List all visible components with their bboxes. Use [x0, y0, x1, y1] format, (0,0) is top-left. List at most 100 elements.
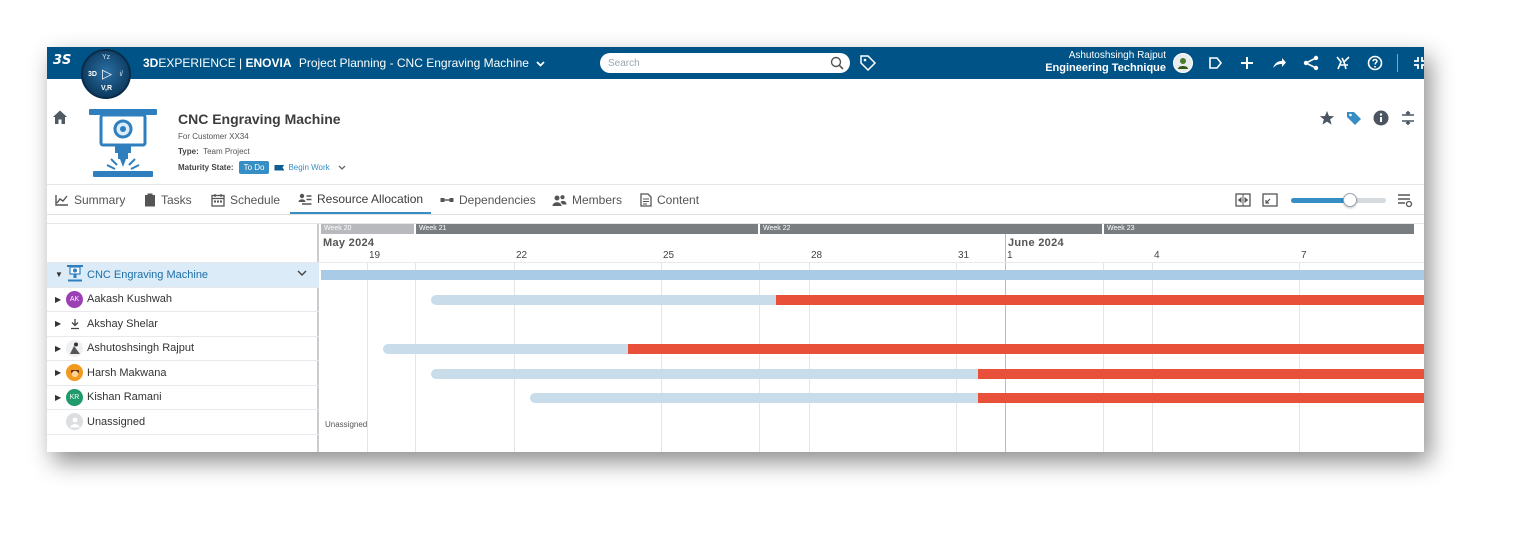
month-divider	[1005, 234, 1006, 452]
help-icon[interactable]	[1365, 53, 1385, 73]
allocation-bar[interactable]	[431, 295, 781, 305]
resource-row[interactable]: ▶ AK Aakash Kushwah	[47, 288, 319, 312]
collapse-header-icon[interactable]	[1399, 109, 1416, 126]
chevron-down-icon[interactable]	[297, 268, 307, 279]
avatar: AK	[66, 290, 83, 308]
grid-line	[956, 263, 957, 452]
cnc-machine-small-icon	[66, 264, 84, 285]
star-icon[interactable]	[1318, 109, 1335, 126]
type-value: Team Project	[203, 147, 250, 156]
resource-name: Aakash Kushwah	[87, 293, 172, 306]
list-settings-icon[interactable]	[1397, 192, 1413, 208]
project-header: CNC Engraving Machine For Customer XX34 …	[47, 101, 1424, 185]
allocation-bar[interactable]	[530, 393, 985, 403]
app-title[interactable]: Project Planning - CNC Engraving Machine	[298, 56, 529, 70]
day-label: 22	[516, 250, 528, 261]
expand-caret-icon[interactable]: ▶	[55, 294, 62, 304]
avatar: KR	[66, 388, 83, 406]
begin-work-action[interactable]: Begin Work	[274, 163, 346, 172]
clipboard-icon	[145, 193, 155, 207]
day-label: 31	[958, 250, 970, 261]
day-label: 19	[369, 250, 381, 261]
overallocation-bar[interactable]	[978, 369, 1424, 379]
tab-label: Tasks	[161, 193, 192, 207]
dassault-logo[interactable]: 3S	[53, 53, 72, 68]
allocation-bar[interactable]	[431, 369, 986, 379]
tab-members[interactable]: Members	[552, 186, 622, 214]
fit-width-icon[interactable]	[1235, 192, 1251, 208]
bookmark-tag-icon[interactable]	[1205, 53, 1225, 73]
zoom-slider[interactable]	[1291, 193, 1386, 207]
month-label: June 2024	[1008, 237, 1064, 249]
cnc-machine-icon	[87, 107, 159, 179]
resource-row[interactable]: Unassigned	[47, 410, 319, 435]
overallocation-bar[interactable]	[628, 344, 1424, 354]
user-placeholder-icon	[66, 413, 83, 431]
resource-row[interactable]: ▶ Akshay Shelar	[47, 312, 319, 337]
play-icon[interactable]: ▷	[102, 66, 112, 81]
apps-compass-icon[interactable]	[1333, 53, 1353, 73]
share-network-icon[interactable]	[1301, 53, 1321, 73]
day-label: 25	[663, 250, 675, 261]
compass-left-label: 3D	[88, 71, 97, 78]
week-header: Week 21	[416, 224, 758, 234]
tag-icon[interactable]	[859, 54, 877, 72]
resource-row[interactable]: ▶ Ashutoshsingh Rajput	[47, 337, 319, 361]
overallocation-bar[interactable]	[978, 393, 1424, 403]
photo-icon	[66, 339, 83, 357]
search-icon[interactable]	[830, 56, 844, 70]
zoom-slider-knob[interactable]	[1342, 193, 1357, 207]
brand-product: ENOVIA	[245, 56, 292, 70]
chevron-down-icon[interactable]	[536, 59, 545, 70]
tag-filled-icon[interactable]	[1345, 109, 1362, 126]
tab-resource-allocation[interactable]: Resource Allocation	[290, 186, 432, 214]
fullscreen-icon[interactable]	[1410, 53, 1424, 73]
grid-line	[415, 263, 416, 452]
calendar-icon	[211, 194, 225, 207]
project-row[interactable]: ▼ CNC Engraving Machine	[47, 263, 319, 288]
search-input[interactable]	[608, 53, 818, 74]
grid-line	[367, 263, 368, 452]
project-allocation-bar[interactable]	[321, 270, 1424, 280]
top-bar: 3S Yz 3D ▷ i/ V,R 3DEXPERIENCE | ENOVIA …	[47, 47, 1424, 99]
timeline-panel[interactable]: Week 20 Week 21 Week 22 Week 23 May 2024…	[321, 224, 1424, 452]
collapse-caret-icon[interactable]: ▼	[55, 270, 63, 280]
allocation-bar[interactable]	[383, 344, 633, 354]
overallocation-bar[interactable]	[776, 295, 1424, 305]
expand-caret-icon[interactable]: ▶	[55, 392, 62, 402]
brand-experience: EXPERIENCE |	[158, 56, 246, 70]
user-info[interactable]: Ashutoshsingh Rajput Engineering Techniq…	[1045, 50, 1166, 74]
project-type: Type: Team Project	[178, 147, 250, 156]
info-icon[interactable]	[1372, 109, 1389, 126]
expand-caret-icon[interactable]: ▶	[55, 368, 62, 378]
expand-view-icon[interactable]	[1262, 192, 1278, 208]
home-icon[interactable]	[52, 109, 68, 125]
resource-row[interactable]: ▶ KR Kishan Ramani	[47, 386, 319, 410]
tab-schedule[interactable]: Schedule	[211, 186, 280, 214]
resource-allocation-icon	[298, 193, 312, 205]
resource-name: Akshay Shelar	[87, 317, 158, 330]
tab-content[interactable]: Content	[640, 186, 699, 214]
tab-summary[interactable]: Summary	[55, 186, 125, 214]
chevron-down-icon[interactable]	[338, 163, 346, 172]
tab-dependencies[interactable]: Dependencies	[440, 186, 536, 214]
share-icon[interactable]	[1269, 53, 1289, 73]
resource-row[interactable]: ▶ Harsh Makwana	[47, 361, 319, 386]
search-box	[600, 53, 850, 74]
add-icon[interactable]	[1237, 53, 1257, 73]
project-title: CNC Engraving Machine	[178, 111, 341, 127]
expand-caret-icon[interactable]: ▶	[55, 319, 62, 329]
user-avatar-icon[interactable]	[1173, 53, 1193, 73]
toolbar-separator	[1397, 54, 1398, 72]
month-label: May 2024	[323, 237, 375, 249]
compass-icon[interactable]: Yz 3D ▷ i/ V,R	[81, 49, 131, 99]
day-label: 7	[1301, 250, 1307, 261]
project-subtitle: For Customer XX34	[178, 132, 249, 141]
grid-line	[1299, 263, 1300, 452]
tab-tasks[interactable]: Tasks	[144, 186, 192, 214]
top-bar-actions	[1173, 53, 1424, 73]
maturity-badge[interactable]: To Do	[238, 161, 270, 174]
expand-caret-icon[interactable]: ▶	[55, 343, 62, 353]
resource-name: Harsh Makwana	[87, 366, 167, 379]
pin-icon	[66, 315, 83, 332]
